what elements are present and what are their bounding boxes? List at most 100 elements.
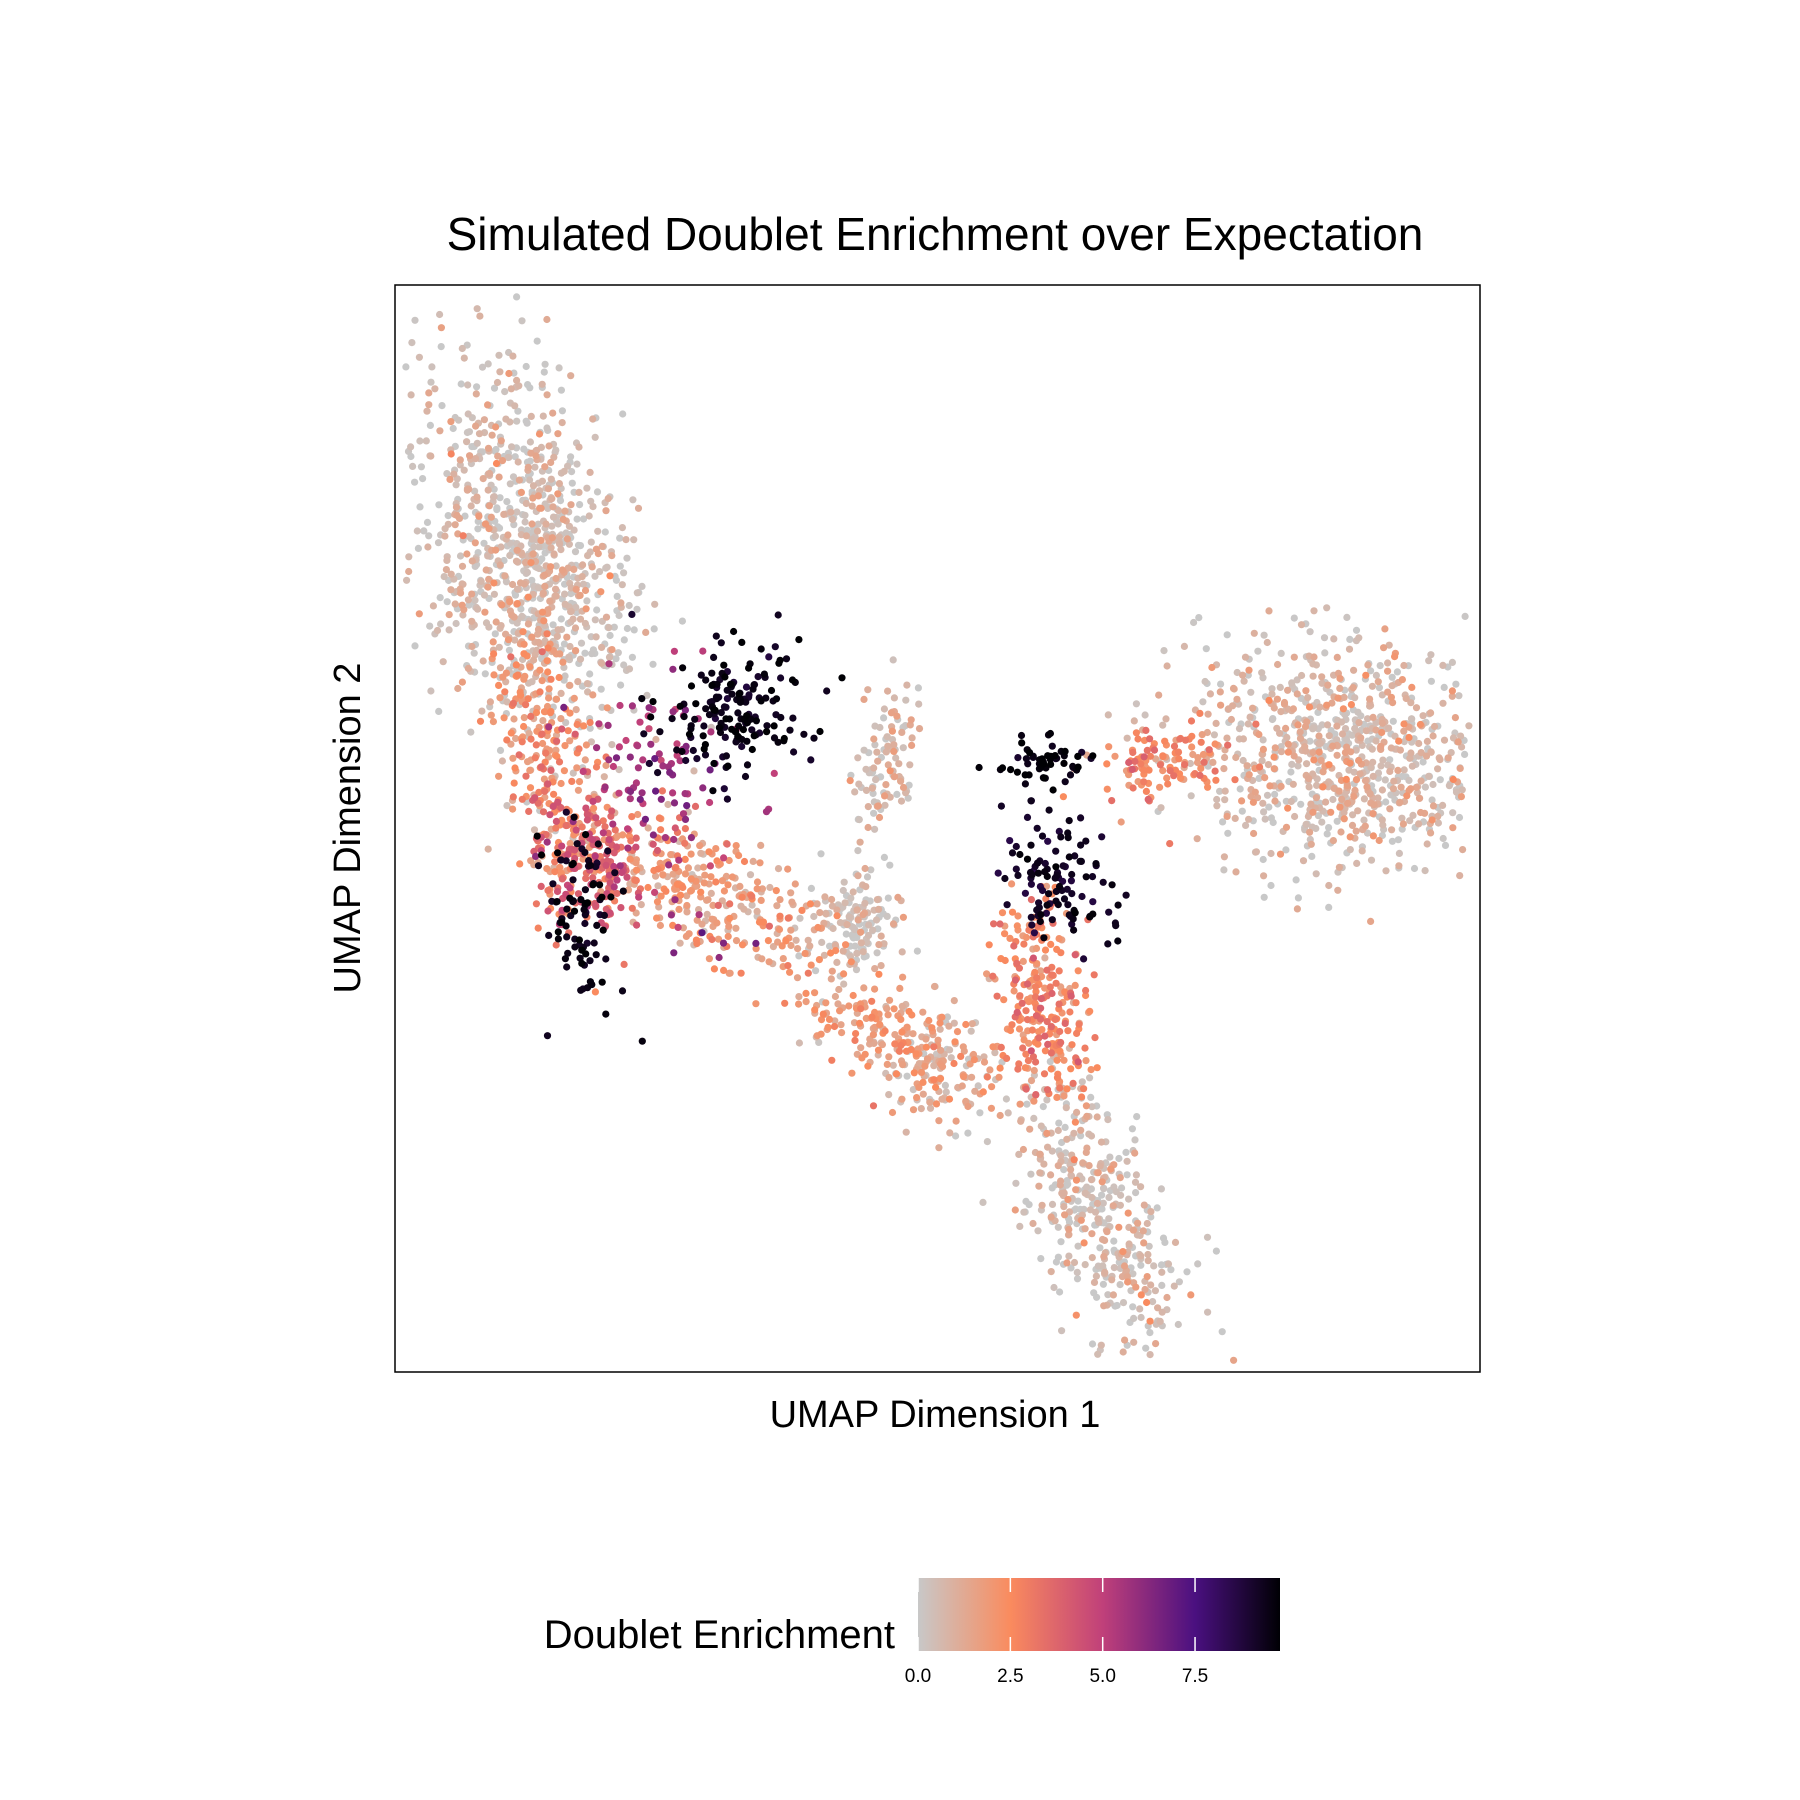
scatter-point [959,1043,967,1051]
scatter-point [1048,916,1056,924]
scatter-point [951,1038,959,1046]
scatter-point [1048,971,1056,979]
scatter-point [893,790,901,799]
scatter-point [849,923,858,932]
scatter-point [515,382,523,390]
scatter-point [649,831,658,839]
scatter-point [912,1050,920,1058]
scatter-point [1094,1215,1102,1223]
scatter-point [771,643,779,651]
scatter-point [1305,783,1313,791]
scatter-point [1090,971,1098,979]
scatter-point [538,477,547,485]
scatter-point [854,872,862,880]
scatter-point [855,816,863,824]
scatter-point [636,718,644,726]
scatter-point [958,1082,966,1090]
scatter-point [407,391,415,399]
scatter-point [1230,1356,1238,1364]
scatter-point [518,795,526,803]
scatter-point [1400,661,1408,670]
scatter-point [1065,1225,1073,1234]
scatter-point [1216,787,1224,795]
scatter-point [706,766,714,774]
scatter-point [775,925,784,934]
scatter-point [845,1002,853,1010]
scatter-point [1074,1197,1082,1205]
scatter-point [843,921,851,929]
scatter-point [1123,734,1131,742]
scatter-point [605,653,614,661]
scatter-point [899,783,908,792]
scatter-point [588,563,596,571]
scatter-point [618,581,626,589]
scatter-point [1039,1103,1047,1111]
scatter-point [403,576,411,584]
scatter-point [919,1008,927,1016]
scatter-point [1033,906,1041,914]
scatter-point [828,895,836,904]
scatter-point [758,955,766,963]
scatter-point [556,650,564,658]
scatter-point [505,646,513,654]
scatter-point [568,468,576,476]
scatter-point [773,902,781,910]
scatter-point [620,960,628,969]
scatter-point [996,1064,1004,1072]
scatter-point [546,597,554,605]
scatter-point [580,906,588,914]
scatter-point [1292,876,1300,884]
scatter-point [1064,901,1072,909]
scatter-point [537,536,545,545]
scatter-point [634,742,642,750]
scatter-point [542,749,550,757]
scatter-point [649,698,657,706]
scatter-point [566,839,574,848]
scatter-point [581,619,590,628]
scatter-point [669,870,677,878]
scatter-point [1425,772,1433,780]
scatter-point [539,808,548,816]
scatter-point [1140,1239,1148,1247]
scatter-point [1132,1189,1140,1197]
scatter-point [606,572,614,580]
scatter-point [1087,1093,1095,1101]
scatter-point [827,975,835,983]
scatter-point [1270,765,1278,773]
scatter-point [572,585,580,594]
scatter-point [1119,1348,1127,1356]
scatter-point [1027,1170,1035,1178]
scatter-point [522,362,530,371]
scatter-point [1040,774,1048,782]
scatter-point [1025,998,1033,1006]
scatter-point [1146,752,1154,760]
scatter-point [589,503,597,511]
scatter-point [1397,783,1405,791]
scatter-point [769,943,778,951]
scatter-point [728,873,737,881]
scatter-point [871,985,879,993]
scatter-point [1098,1178,1106,1186]
scatter-point [490,671,498,679]
scatter-point [629,496,637,504]
scatter-point [1224,741,1232,749]
scatter-point [563,574,571,582]
scatter-point [1034,1227,1042,1235]
scatter-point [1296,734,1305,743]
scatter-point [458,678,466,686]
scatter-point [997,1043,1005,1051]
scatter-point [554,928,562,936]
scatter-point [883,1060,891,1068]
scatter-point [549,409,557,417]
scatter-point [869,789,877,798]
scatter-point [1008,849,1017,857]
scatter-point [822,910,830,918]
scatter-point [582,804,590,812]
scatter-point [616,701,624,710]
scatter-point [540,617,548,625]
scatter-point [1041,1032,1049,1040]
scatter-point [746,871,755,879]
scatter-point [1162,715,1170,723]
scatter-point [884,742,892,750]
scatter-point [500,714,508,722]
